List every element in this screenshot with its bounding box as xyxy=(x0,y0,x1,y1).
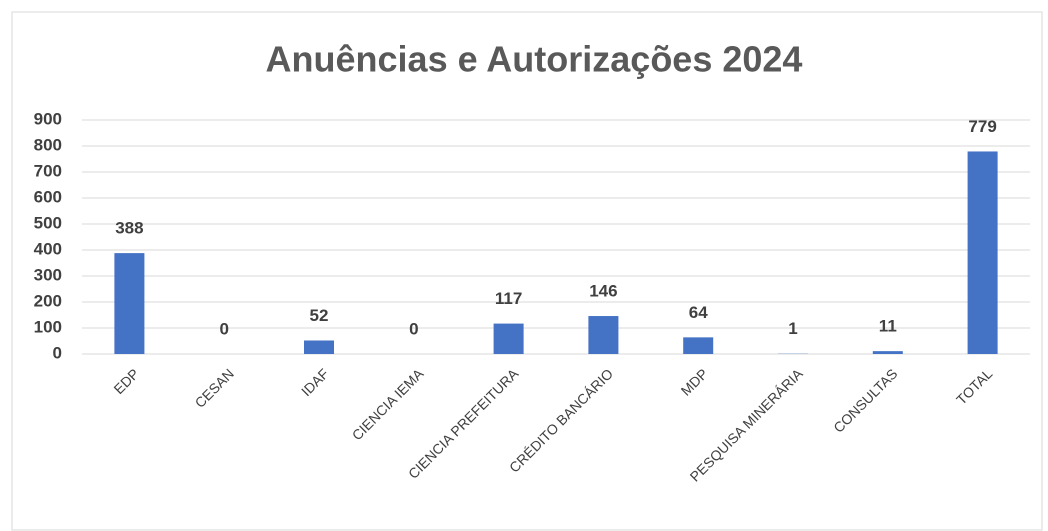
data-label: 11 xyxy=(879,317,897,336)
y-tick-label: 100 xyxy=(34,317,62,336)
y-tick-label: 200 xyxy=(34,291,62,310)
data-label: 0 xyxy=(219,319,228,338)
y-tick-label: 700 xyxy=(34,161,62,180)
y-tick-label: 500 xyxy=(34,213,62,232)
bar xyxy=(967,151,998,354)
bar xyxy=(872,351,903,354)
data-label: 146 xyxy=(589,282,617,301)
y-tick-label: 400 xyxy=(34,239,62,258)
y-tick-label: 800 xyxy=(34,135,62,154)
bar xyxy=(304,340,334,354)
data-label: 779 xyxy=(968,117,996,136)
y-tick-label: 900 xyxy=(34,109,62,128)
y-tick-label: 600 xyxy=(34,187,62,206)
data-label: 52 xyxy=(310,306,329,325)
data-label: 388 xyxy=(115,219,143,238)
bar xyxy=(493,323,524,354)
y-tick-label: 300 xyxy=(34,265,62,284)
bar xyxy=(683,337,714,354)
chart-title: Anuências e Autorizações 2024 xyxy=(266,39,803,80)
y-tick-label: 0 xyxy=(53,343,62,362)
data-label: 1 xyxy=(788,319,797,338)
chart-frame xyxy=(11,11,1043,531)
bar xyxy=(114,253,145,354)
bar xyxy=(588,316,619,354)
data-label: 0 xyxy=(409,319,418,338)
data-label: 64 xyxy=(689,303,708,322)
data-label: 117 xyxy=(495,289,522,308)
